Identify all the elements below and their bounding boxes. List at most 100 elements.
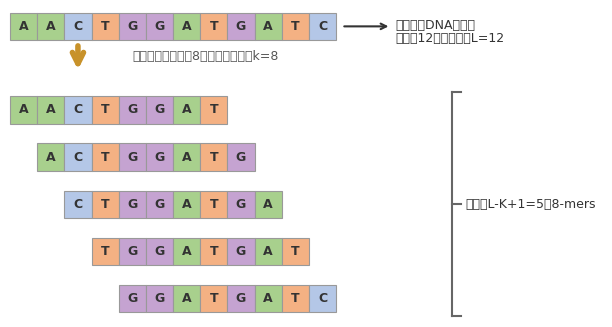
Text: G: G xyxy=(127,151,138,164)
Text: G: G xyxy=(154,20,165,33)
Text: G: G xyxy=(127,292,138,305)
Text: G: G xyxy=(127,245,138,258)
Bar xyxy=(64,191,92,218)
Text: G: G xyxy=(236,292,246,305)
Bar xyxy=(92,96,119,124)
Bar xyxy=(146,96,173,124)
Bar xyxy=(10,13,37,40)
Bar xyxy=(309,13,336,40)
Text: A: A xyxy=(182,198,192,211)
Text: G: G xyxy=(236,151,246,164)
Bar xyxy=(200,96,228,124)
Text: G: G xyxy=(154,103,165,116)
Bar xyxy=(228,13,255,40)
Text: C: C xyxy=(73,20,83,33)
Text: A: A xyxy=(263,292,273,305)
Text: A: A xyxy=(19,103,28,116)
Text: 顺序的选取长度为8的碱基序列，即k=8: 顺序的选取长度为8的碱基序列，即k=8 xyxy=(132,50,278,63)
Bar xyxy=(64,143,92,171)
Bar xyxy=(228,285,255,312)
Text: A: A xyxy=(46,20,56,33)
Text: C: C xyxy=(318,292,327,305)
Text: T: T xyxy=(291,245,300,258)
Text: G: G xyxy=(154,198,165,211)
Bar xyxy=(119,143,146,171)
Bar xyxy=(119,238,146,265)
Bar xyxy=(173,238,200,265)
Bar xyxy=(92,191,119,218)
Text: T: T xyxy=(291,20,300,33)
Bar xyxy=(282,285,309,312)
Text: A: A xyxy=(263,245,273,258)
Text: A: A xyxy=(46,103,56,116)
Text: 长度为12个碱基，即L=12: 长度为12个碱基，即L=12 xyxy=(396,32,505,45)
Text: G: G xyxy=(127,198,138,211)
Bar xyxy=(10,96,37,124)
Bar xyxy=(37,96,64,124)
Text: G: G xyxy=(127,20,138,33)
Text: T: T xyxy=(101,245,110,258)
Bar xyxy=(64,13,92,40)
Text: T: T xyxy=(101,151,110,164)
Bar xyxy=(200,285,228,312)
Bar xyxy=(200,238,228,265)
Text: G: G xyxy=(236,198,246,211)
Text: T: T xyxy=(101,198,110,211)
Text: 一段单链DNA序列，: 一段单链DNA序列， xyxy=(396,19,476,31)
Bar xyxy=(92,143,119,171)
Bar xyxy=(255,191,282,218)
Text: A: A xyxy=(263,20,273,33)
Bar xyxy=(64,96,92,124)
Text: T: T xyxy=(209,198,218,211)
Bar xyxy=(173,13,200,40)
Text: T: T xyxy=(101,20,110,33)
Bar xyxy=(119,13,146,40)
Text: A: A xyxy=(19,20,28,33)
Bar xyxy=(146,238,173,265)
Text: C: C xyxy=(73,151,83,164)
Bar xyxy=(282,238,309,265)
Text: T: T xyxy=(209,292,218,305)
Text: 共得到L-K+1=5个8-mers: 共得到L-K+1=5个8-mers xyxy=(466,198,596,211)
Text: A: A xyxy=(182,245,192,258)
Bar xyxy=(228,238,255,265)
Bar xyxy=(92,238,119,265)
Bar xyxy=(92,13,119,40)
Bar xyxy=(146,285,173,312)
Text: T: T xyxy=(209,151,218,164)
Text: G: G xyxy=(154,245,165,258)
Text: A: A xyxy=(182,292,192,305)
Text: C: C xyxy=(73,198,83,211)
Bar xyxy=(146,143,173,171)
Bar xyxy=(119,285,146,312)
Bar xyxy=(200,191,228,218)
Text: A: A xyxy=(182,103,192,116)
Bar xyxy=(119,191,146,218)
Text: T: T xyxy=(291,292,300,305)
Text: A: A xyxy=(182,20,192,33)
Text: A: A xyxy=(182,151,192,164)
Bar xyxy=(146,191,173,218)
Text: A: A xyxy=(46,151,56,164)
Bar xyxy=(146,13,173,40)
Bar xyxy=(200,13,228,40)
Bar xyxy=(282,13,309,40)
Bar xyxy=(309,285,336,312)
Text: A: A xyxy=(263,198,273,211)
Text: T: T xyxy=(209,245,218,258)
Text: T: T xyxy=(101,103,110,116)
Bar xyxy=(173,285,200,312)
Text: G: G xyxy=(236,20,246,33)
Bar xyxy=(255,13,282,40)
Bar xyxy=(173,191,200,218)
Bar xyxy=(37,143,64,171)
Bar xyxy=(37,13,64,40)
Text: G: G xyxy=(154,292,165,305)
Bar xyxy=(228,143,255,171)
Text: C: C xyxy=(73,103,83,116)
Text: C: C xyxy=(318,20,327,33)
Bar xyxy=(200,143,228,171)
Bar xyxy=(255,238,282,265)
Text: G: G xyxy=(236,245,246,258)
Text: G: G xyxy=(154,151,165,164)
